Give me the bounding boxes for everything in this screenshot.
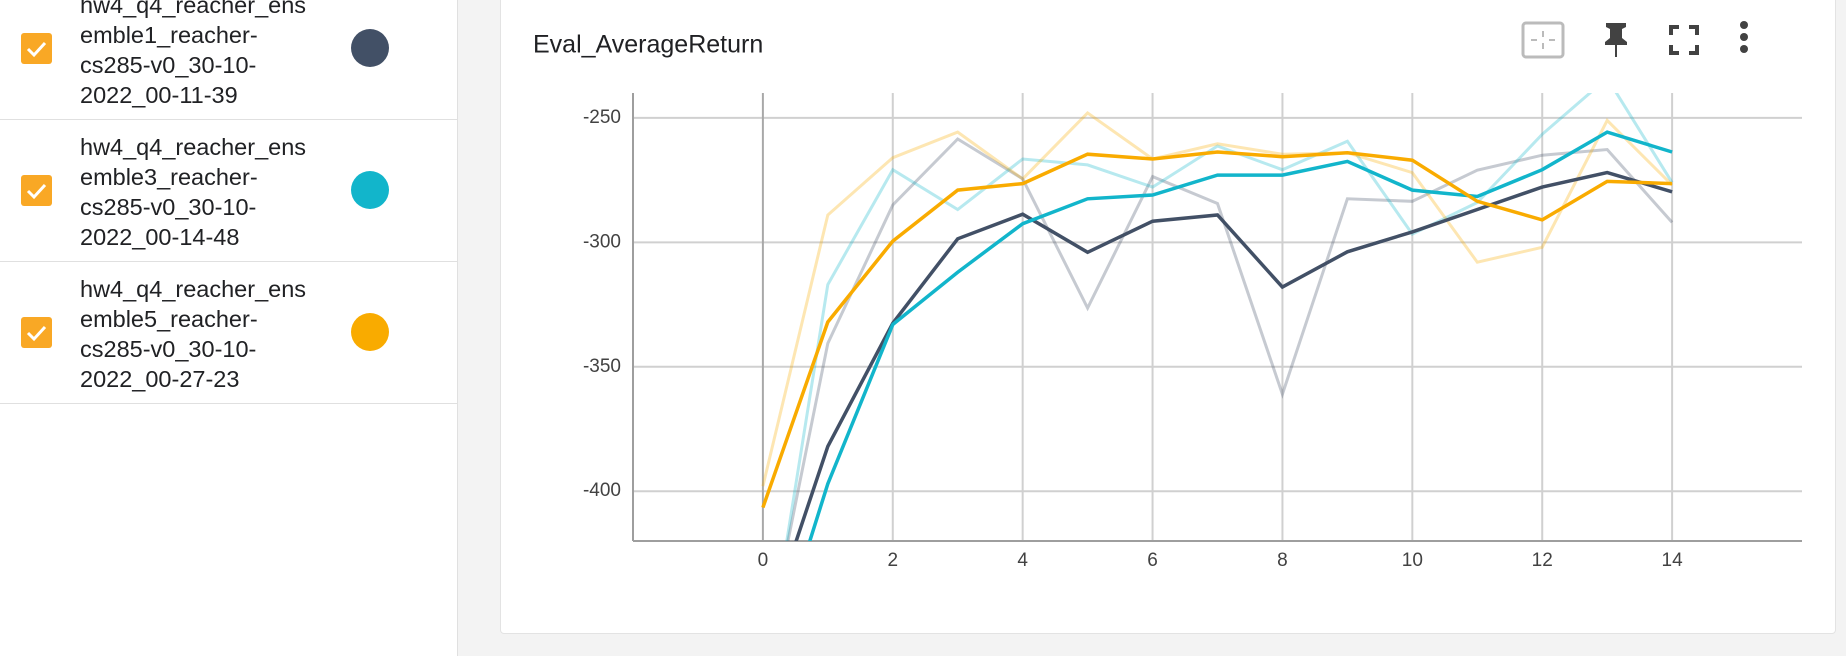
run-name: hw4_q4_reacher_ensemble1_reacher-cs285-v…	[80, 0, 307, 108]
run-color[interactable]	[351, 313, 389, 351]
x-tick-label: 8	[1277, 550, 1288, 571]
fit-domain-button[interactable]	[1521, 21, 1565, 59]
run-checkbox[interactable]	[21, 317, 52, 348]
run-name: hw4_q4_reacher_ensemble5_reacher-cs285-v…	[80, 276, 307, 392]
run-color[interactable]	[351, 29, 389, 67]
x-tick-label: 0	[758, 550, 769, 571]
fullscreen-button[interactable]	[1669, 25, 1699, 55]
check-icon	[26, 325, 47, 342]
chart: Eval_AverageReturn -400 -350 -300 -250 0 2 4 6 8…	[533, 21, 1802, 571]
smoothed-line	[761, 150, 1673, 509]
y-tick-label: -400	[583, 480, 621, 501]
run-row: hw4_q4_reacher_ensemble3_reacher-cs285-v…	[0, 120, 457, 262]
run-checkbox[interactable]	[21, 175, 52, 206]
run-row: hw4_q4_reacher_ensemble5_reacher-cs285-v…	[0, 262, 457, 404]
y-tick-label: -250	[583, 107, 621, 128]
chart-title: Eval_AverageReturn	[533, 31, 763, 59]
raw-line	[785, 93, 1674, 541]
x-tick-label: 4	[1017, 550, 1028, 571]
y-tick-label: -300	[583, 231, 621, 252]
more-menu-button[interactable]	[1740, 21, 1748, 53]
x-tick-label: 14	[1662, 550, 1684, 571]
pin-button[interactable]	[1605, 23, 1627, 57]
y-tick-label: -350	[583, 356, 621, 377]
check-icon	[26, 41, 47, 58]
run-list: hw4_q4_reacher_ensemble1_reacher-cs285-v…	[0, 0, 458, 656]
run-checkbox[interactable]	[21, 33, 52, 64]
x-tick-label: 6	[1147, 550, 1158, 571]
x-tick-label: 10	[1402, 550, 1423, 571]
raw-line	[786, 137, 1674, 541]
run-name: hw4_q4_reacher_ensemble3_reacher-cs285-v…	[80, 134, 307, 250]
smoothed-line	[807, 130, 1673, 541]
check-icon	[26, 183, 47, 200]
raw-line	[761, 110, 1674, 487]
main-panel: Eval_AverageReturn -400 -350 -300 -250 0 2 4 6 8…	[458, 0, 1846, 656]
smoothed-line	[794, 170, 1673, 541]
chart-card: Eval_AverageReturn -400 -350 -300 -250 0 2 4 6 8…	[500, 0, 1836, 634]
x-tick-label: 12	[1532, 550, 1553, 571]
run-color[interactable]	[351, 171, 389, 209]
x-tick-label: 2	[887, 550, 898, 571]
run-row: hw4_q4_reacher_ensemble1_reacher-cs285-v…	[0, 0, 457, 120]
plot-lines	[761, 93, 1674, 541]
